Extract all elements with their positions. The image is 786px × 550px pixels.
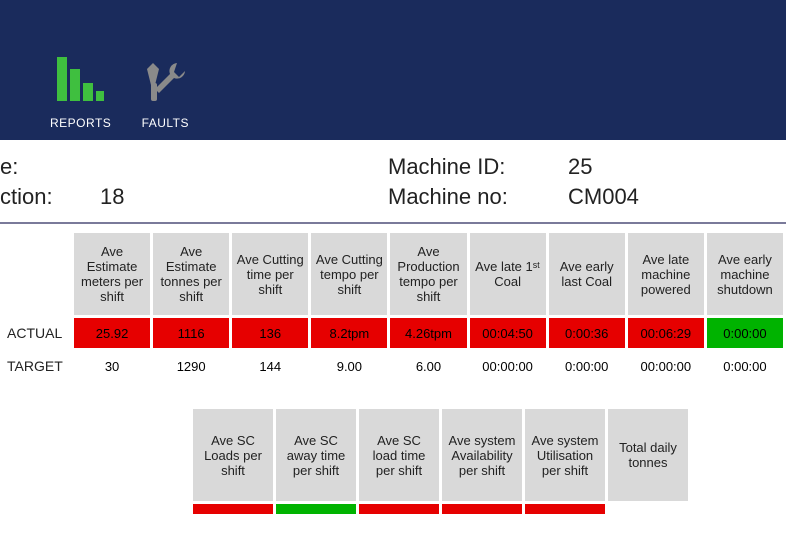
- data-cell: [608, 504, 688, 514]
- info-left-value-2: 18: [100, 184, 124, 210]
- data-cell: [193, 504, 273, 514]
- table-header: Ave system Utilisation per shift: [525, 409, 605, 501]
- info-left-label-1: e:: [0, 154, 70, 180]
- data-cell: 00:06:29: [628, 318, 704, 348]
- nav-faults-label: FAULTS: [142, 116, 189, 130]
- data-cell: [525, 504, 605, 514]
- table-header: Ave late 1ˢᵗ Coal: [470, 233, 546, 315]
- data-cell: [359, 504, 439, 514]
- data-cell: 1290: [153, 351, 229, 381]
- data-cell: 144: [232, 351, 308, 381]
- header-nav: REPORTS FAULTS: [0, 0, 786, 140]
- secondary-table: Ave SC Loads per shiftAve SC away time p…: [0, 406, 786, 517]
- data-cell: 0:00:00: [707, 351, 783, 381]
- info-left: e: ction: 18: [0, 154, 388, 214]
- data-cell: 9.00: [311, 351, 387, 381]
- data-cell: 8.2tpm: [311, 318, 387, 348]
- data-cell: [276, 504, 356, 514]
- info-right: Machine ID: 25 Machine no: CM004: [388, 154, 776, 214]
- bar-chart-icon: [53, 49, 109, 110]
- table-row: ACTUAL25.9211161368.2tpm4.26tpm00:04:500…: [3, 318, 783, 348]
- table-header: Ave early last Coal: [549, 233, 625, 315]
- data-cell: 25.92: [74, 318, 150, 348]
- data-cell: 0:00:00: [707, 318, 783, 348]
- data-cell: 6.00: [390, 351, 466, 381]
- table-row: TARGET3012901449.006.0000:00:000:00:0000…: [3, 351, 783, 381]
- table-header: Ave SC away time per shift: [276, 409, 356, 501]
- table-header: Ave SC load time per shift: [359, 409, 439, 501]
- machine-no-value: CM004: [568, 184, 639, 210]
- data-cell: 0:00:00: [549, 351, 625, 381]
- table-header: Total daily tonnes: [608, 409, 688, 501]
- table-corner: [3, 233, 71, 315]
- table-header: Ave SC Loads per shift: [193, 409, 273, 501]
- table-header: Ave Estimate tonnes per shift: [153, 233, 229, 315]
- info-row: e: ction: 18 Machine ID: 25 Machine no: …: [0, 140, 786, 224]
- data-cell: 4.26tpm: [390, 318, 466, 348]
- machine-id-value: 25: [568, 154, 592, 180]
- row-label: ACTUAL: [3, 318, 71, 348]
- data-cell: 1116: [153, 318, 229, 348]
- data-cell: 00:00:00: [628, 351, 704, 381]
- row-label: TARGET: [3, 351, 71, 381]
- machine-id-label: Machine ID:: [388, 154, 548, 180]
- tools-icon: [141, 57, 189, 110]
- table-header: Ave Production tempo per shift: [390, 233, 466, 315]
- data-cell: 00:00:00: [470, 351, 546, 381]
- table-header: Ave Estimate meters per shift: [74, 233, 150, 315]
- nav-reports[interactable]: REPORTS: [50, 49, 111, 130]
- data-cell: 00:04:50: [470, 318, 546, 348]
- table-header: Ave late machine powered: [628, 233, 704, 315]
- data-cell: 136: [232, 318, 308, 348]
- table-header: Ave Cutting tempo per shift: [311, 233, 387, 315]
- table-header: Ave early machine shutdown: [707, 233, 783, 315]
- data-cell: [442, 504, 522, 514]
- data-cell: 30: [74, 351, 150, 381]
- nav-faults[interactable]: FAULTS: [141, 57, 189, 130]
- main-table: Ave Estimate meters per shiftAve Estimat…: [0, 224, 786, 384]
- table-header: Ave Cutting time per shift: [232, 233, 308, 315]
- machine-no-label: Machine no:: [388, 184, 548, 210]
- info-left-label-2: ction:: [0, 184, 70, 210]
- table-header: Ave system Availability per shift: [442, 409, 522, 501]
- nav-reports-label: REPORTS: [50, 116, 111, 130]
- data-cell: 0:00:36: [549, 318, 625, 348]
